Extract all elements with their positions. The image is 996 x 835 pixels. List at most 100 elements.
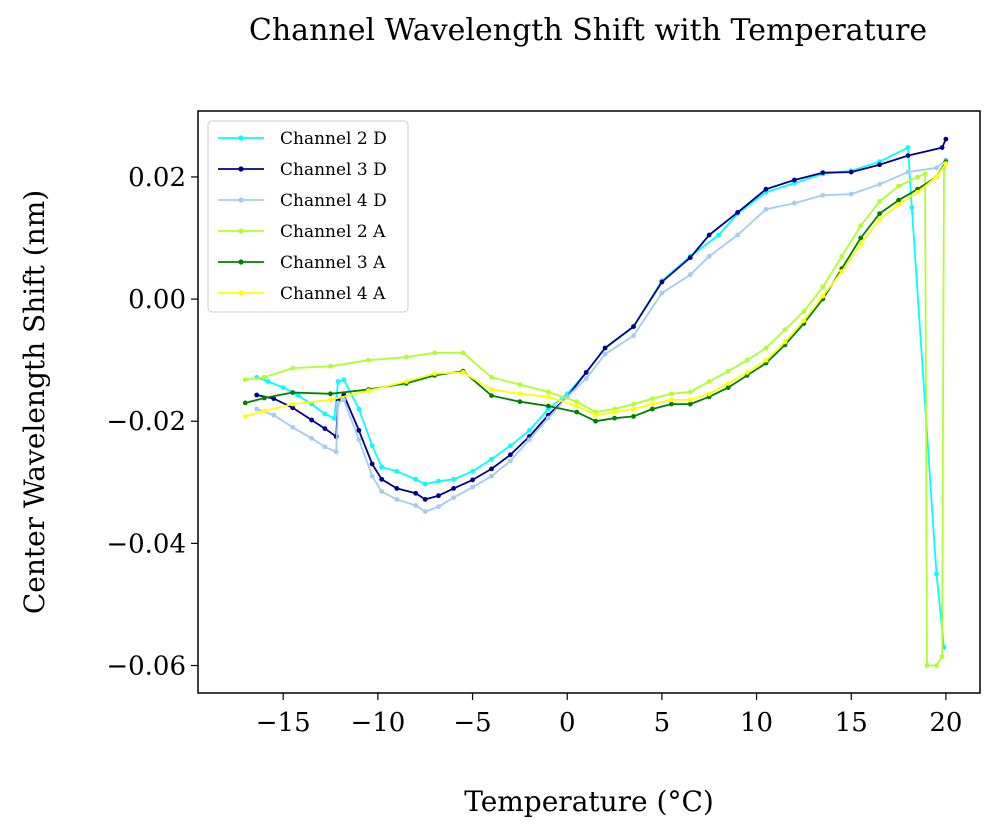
legend-swatch-marker	[238, 259, 244, 265]
data-point	[356, 406, 362, 412]
data-point	[735, 210, 740, 215]
data-point	[659, 290, 665, 296]
data-point	[939, 145, 945, 151]
data-point	[322, 426, 328, 431]
data-point	[328, 363, 333, 369]
data-point	[669, 401, 674, 407]
data-point	[763, 357, 769, 363]
data-point	[650, 401, 655, 407]
data-point	[290, 405, 296, 411]
data-point	[687, 272, 693, 278]
data-point	[242, 377, 248, 383]
data-point	[631, 324, 636, 329]
data-point	[687, 401, 693, 407]
data-point	[436, 504, 441, 510]
data-point	[508, 458, 513, 464]
data-point	[706, 379, 712, 384]
data-point	[602, 351, 608, 357]
data-point	[593, 418, 598, 424]
data-point	[322, 444, 328, 450]
data-point	[725, 368, 731, 374]
data-point	[413, 476, 419, 482]
legend-entry: Channel 4 D	[218, 191, 387, 211]
y-tick-label: −0.02	[106, 407, 186, 437]
data-point	[858, 241, 864, 247]
x-tick-label: −15	[256, 708, 311, 738]
data-point	[744, 357, 750, 363]
data-point	[669, 397, 674, 403]
series-layer	[242, 136, 949, 668]
legend-label: Channel 2 A	[280, 222, 386, 242]
data-point	[763, 206, 769, 212]
data-point	[341, 397, 347, 403]
data-point	[379, 464, 385, 470]
legend-label: Channel 4 A	[280, 284, 386, 304]
data-point	[650, 396, 655, 401]
data-point	[451, 495, 456, 500]
data-point	[915, 189, 920, 195]
data-point	[820, 192, 826, 198]
y-tick-label: −0.06	[106, 652, 186, 682]
legend: Channel 2 D Channel 3 D Channel 4 D Channel…	[207, 120, 409, 313]
legend-entry: Channel 4 A	[218, 284, 386, 304]
data-point	[593, 412, 598, 418]
data-point	[254, 392, 260, 398]
data-point	[839, 269, 845, 274]
data-point	[489, 387, 494, 392]
legend-entry: Channel 2 A	[218, 222, 386, 242]
data-point	[943, 161, 949, 166]
data-point	[896, 202, 901, 207]
data-point	[943, 136, 949, 142]
data-point	[489, 374, 494, 380]
data-point	[905, 169, 911, 175]
data-point	[379, 489, 385, 494]
data-point	[669, 391, 674, 397]
data-point	[517, 382, 523, 387]
series-channel-4-a	[242, 161, 949, 419]
data-point	[436, 478, 441, 484]
data-point	[687, 255, 693, 260]
legend-entry: Channel 3 A	[218, 253, 386, 273]
x-tick-label: −10	[350, 708, 405, 738]
data-point	[432, 371, 438, 376]
y-tick-label: 0.02	[128, 163, 186, 193]
data-point	[517, 391, 523, 397]
y-tick-label: 0.00	[128, 285, 186, 315]
data-point	[335, 379, 341, 384]
data-point	[341, 377, 347, 383]
legend-swatch-marker	[238, 197, 244, 203]
data-point	[631, 401, 636, 407]
series-line	[245, 162, 947, 418]
data-point	[309, 417, 314, 423]
data-point	[254, 406, 260, 412]
x-tick-label: 20	[929, 708, 962, 738]
data-point	[403, 379, 409, 384]
data-point	[451, 486, 456, 491]
data-point	[631, 406, 636, 412]
data-point	[470, 477, 475, 483]
data-point	[631, 414, 636, 419]
data-point	[877, 211, 882, 217]
data-point	[905, 145, 911, 151]
data-point	[706, 253, 712, 259]
data-point	[877, 217, 882, 223]
data-point	[460, 350, 466, 356]
x-axis-label: Temperature (°C)	[464, 785, 714, 818]
data-point	[242, 414, 248, 419]
y-tick-label: −0.04	[106, 529, 186, 559]
data-point	[574, 399, 580, 405]
data-point	[631, 333, 636, 339]
data-point	[366, 357, 371, 363]
data-point	[436, 493, 441, 499]
series-channel-2-a	[242, 165, 947, 668]
data-point	[922, 171, 928, 177]
data-point	[242, 400, 248, 406]
y-axis: 0.02 0.00 −0.02 −0.04 −0.06	[106, 163, 198, 682]
series-channel-4-d	[254, 157, 949, 514]
data-point	[725, 385, 731, 390]
data-point	[394, 486, 400, 491]
data-point	[489, 456, 494, 462]
data-point	[602, 345, 608, 351]
data-point	[369, 461, 375, 467]
